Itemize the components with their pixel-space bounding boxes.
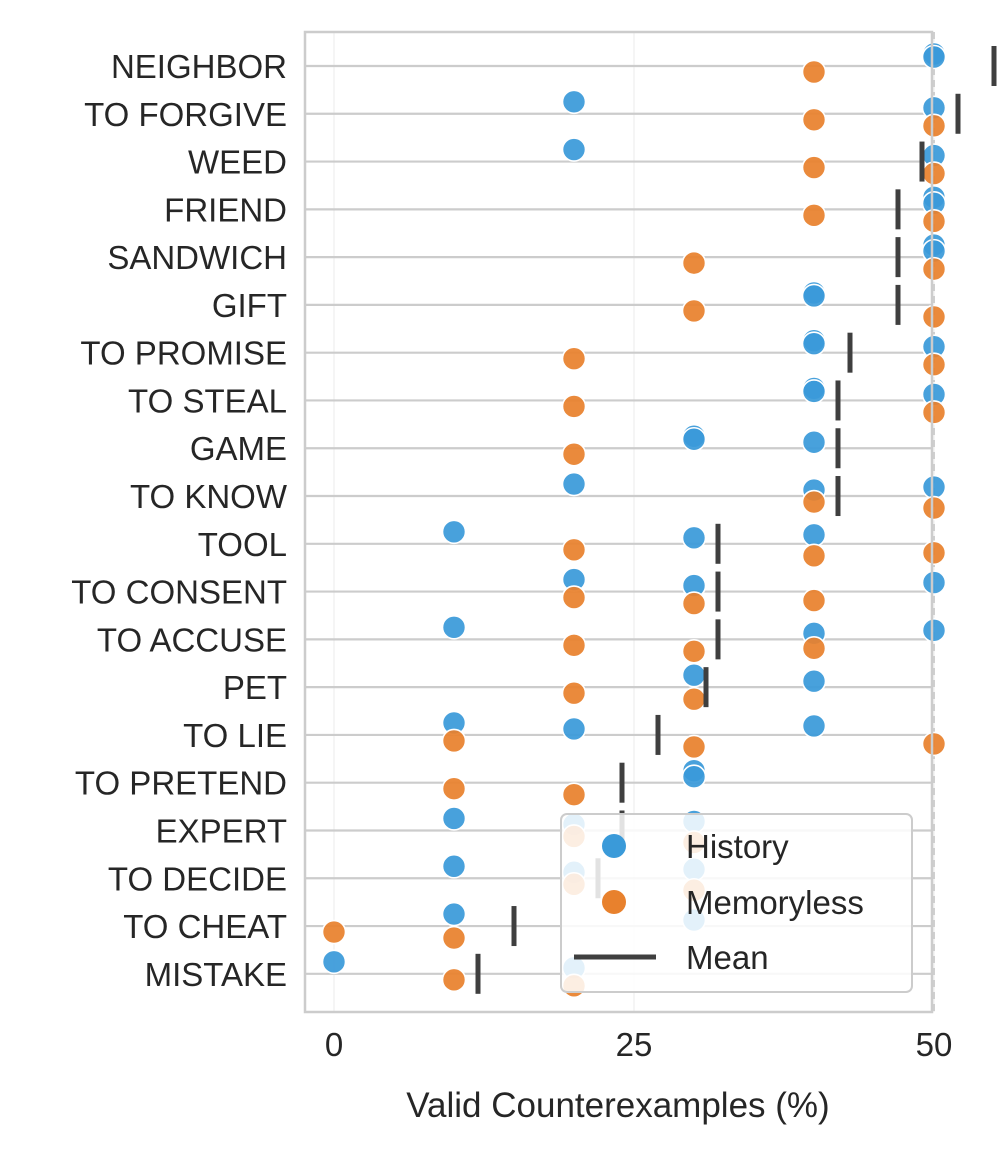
data-point — [803, 714, 826, 737]
y-tick-label: SANDWICH — [107, 239, 287, 276]
data-point — [443, 807, 466, 830]
data-point — [803, 431, 826, 454]
y-tick-label: TO CONSENT — [71, 574, 287, 611]
data-point — [923, 353, 946, 376]
data-point — [683, 688, 706, 711]
data-point — [803, 156, 826, 179]
x-axis-label: Valid Counterexamples (%) — [406, 1086, 829, 1125]
y-tick-label: TO CHEAT — [123, 908, 287, 945]
y-tick-label: TO KNOW — [130, 478, 288, 515]
data-point — [563, 138, 586, 161]
y-tick-label: TO DECIDE — [108, 860, 287, 897]
data-point — [443, 855, 466, 878]
data-point — [563, 443, 586, 466]
y-tick-label: FRIEND — [164, 191, 287, 228]
data-point — [803, 544, 826, 567]
legend-label: Memoryless — [686, 884, 864, 921]
data-point — [323, 921, 346, 944]
data-point — [923, 162, 946, 185]
y-tick-label: NEIGHBOR — [111, 48, 287, 85]
data-point — [923, 114, 946, 137]
data-point — [563, 395, 586, 418]
data-point — [923, 571, 946, 594]
data-point — [923, 46, 946, 69]
data-point — [563, 586, 586, 609]
y-tick-label: WEED — [188, 144, 287, 181]
data-point — [563, 90, 586, 113]
data-point — [923, 476, 946, 499]
data-point — [803, 61, 826, 84]
y-tick-label: PET — [223, 669, 287, 706]
data-point — [683, 765, 706, 788]
data-point — [563, 473, 586, 496]
data-point — [803, 523, 826, 546]
y-tick-label: MISTAKE — [145, 956, 287, 993]
legend-marker — [602, 834, 626, 858]
data-point — [683, 526, 706, 549]
data-point — [683, 640, 706, 663]
data-point — [683, 592, 706, 615]
y-tick-label: GIFT — [212, 287, 287, 324]
y-tick-label: TO LIE — [183, 717, 287, 754]
data-point — [923, 210, 946, 233]
data-point — [323, 950, 346, 973]
data-point — [443, 729, 466, 752]
data-point — [803, 491, 826, 514]
data-point — [563, 717, 586, 740]
data-point — [923, 732, 946, 755]
data-point — [923, 258, 946, 281]
y-tick-label: TOOL — [198, 526, 287, 563]
data-point — [923, 305, 946, 328]
data-point — [563, 347, 586, 370]
y-tick-label: GAME — [190, 430, 287, 467]
legend-marker — [602, 890, 626, 914]
data-point — [803, 670, 826, 693]
data-point — [683, 735, 706, 758]
data-point — [923, 619, 946, 642]
data-point — [923, 401, 946, 424]
data-point — [923, 497, 946, 520]
x-tick-label: 50 — [916, 1026, 953, 1063]
x-tick-label: 0 — [325, 1026, 343, 1063]
data-point — [683, 664, 706, 687]
y-tick-label: EXPERT — [156, 812, 287, 849]
data-point — [443, 968, 466, 991]
y-tick-label: TO STEAL — [128, 382, 287, 419]
data-point — [683, 428, 706, 451]
y-tick-label: TO PRETEND — [75, 765, 287, 802]
data-point — [923, 541, 946, 564]
data-point — [683, 299, 706, 322]
legend-label: History — [686, 828, 789, 865]
y-tick-label: TO FORGIVE — [84, 96, 287, 133]
data-point — [563, 538, 586, 561]
y-tick-label: TO ACCUSE — [97, 621, 287, 658]
legend-label: Mean — [686, 939, 769, 976]
data-point — [443, 903, 466, 926]
data-point — [443, 777, 466, 800]
data-point — [803, 284, 826, 307]
data-point — [443, 520, 466, 543]
data-point — [803, 637, 826, 660]
data-point — [563, 783, 586, 806]
x-tick-label: 25 — [616, 1026, 653, 1063]
data-point — [563, 682, 586, 705]
data-point — [803, 589, 826, 612]
data-point — [443, 927, 466, 950]
legend: History Memoryless Mean — [561, 814, 912, 992]
data-point — [803, 204, 826, 227]
data-point — [683, 252, 706, 275]
data-point — [563, 634, 586, 657]
data-point — [803, 332, 826, 355]
data-point — [803, 380, 826, 403]
y-tick-label: TO PROMISE — [80, 335, 287, 372]
data-point — [443, 616, 466, 639]
data-point — [803, 108, 826, 131]
